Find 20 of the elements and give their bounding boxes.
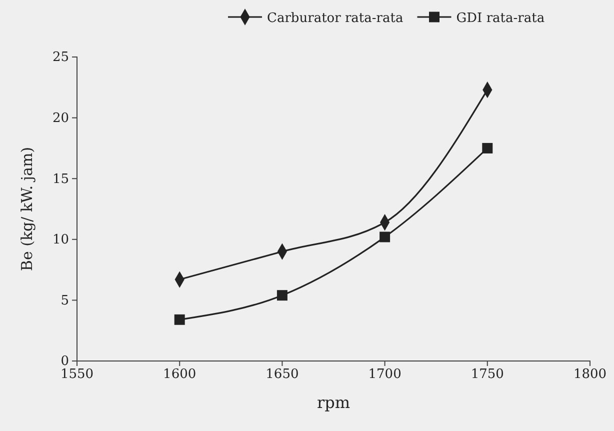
point	[276, 290, 288, 301]
x-tick-label: 1550	[60, 367, 94, 382]
y-tick-label: 25	[52, 50, 69, 66]
y-tick-label: 5	[60, 293, 69, 308]
x-tick-label: 1650	[266, 367, 299, 382]
x-tick-label: 1750	[470, 367, 504, 382]
y-tick-label: 0	[60, 354, 69, 370]
legend-label: GDI rata-rata	[456, 11, 545, 26]
point	[380, 232, 390, 242]
x-tick-label: 1800	[573, 367, 607, 382]
y-tick-label: 20	[52, 110, 69, 126]
x-tick-label: 1600	[163, 367, 196, 382]
y-tick-label: 10	[52, 232, 69, 248]
y-tick-label: 15	[52, 172, 69, 187]
x-tick-label: 1700	[368, 367, 402, 382]
point	[482, 142, 493, 154]
x-axis-title: rpm	[316, 393, 350, 412]
y-axis-title: Be (kg/ kW. jam)	[18, 146, 36, 272]
legend-label: Carburator rata-rata	[267, 11, 404, 26]
point	[174, 314, 185, 325]
